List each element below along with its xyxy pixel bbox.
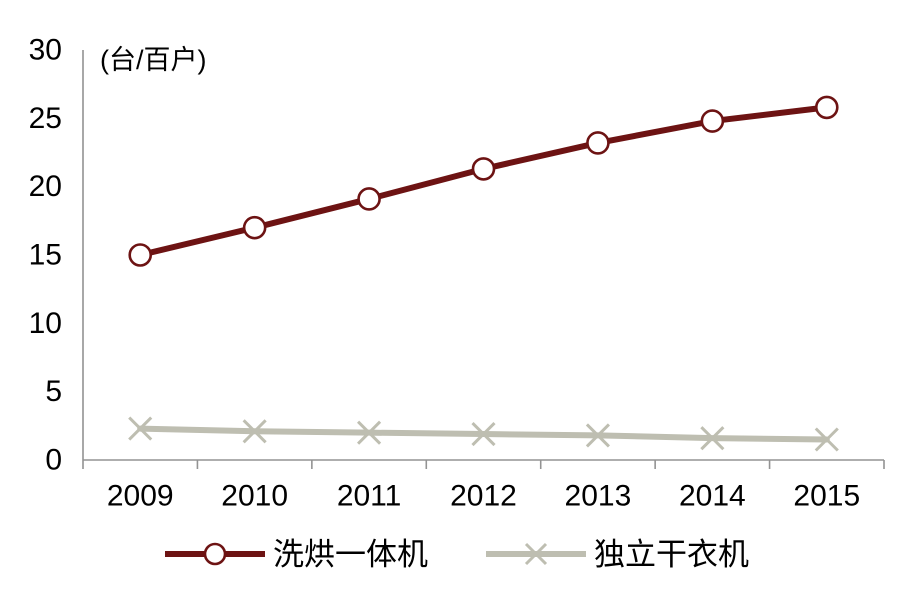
series-0-marker <box>471 157 496 181</box>
series-1-marker <box>700 426 725 451</box>
series-1-marker <box>814 427 839 452</box>
series-0-marker <box>357 187 381 211</box>
series-0-marker <box>242 215 267 240</box>
x-axis-tick-label: 2010 <box>221 480 288 513</box>
y-axis-tick-label: 5 <box>45 375 62 408</box>
y-axis-tick-label: 30 <box>29 34 62 67</box>
x-axis-tick-label: 2011 <box>337 480 402 513</box>
series-1-marker <box>242 419 267 444</box>
series-line-0 <box>137 104 830 258</box>
unit-label: (台/百户) <box>100 45 206 75</box>
line-chart-canvas: 0 5 10 15 20 25 30 2009 2010 2011 2012 2013 2014 2015… <box>29 34 885 513</box>
legend-label-standalone-dryer: 独立干衣机 <box>594 536 749 572</box>
chart-legend: 洗烘一体机 独立干衣机 <box>0 538 914 570</box>
x-axis-tick-label: 2009 <box>107 480 174 513</box>
y-axis-tick-label: 10 <box>29 307 62 340</box>
series-0-marker <box>128 243 153 267</box>
y-axis-tick-label: 0 <box>45 444 62 477</box>
series-1-marker <box>585 423 610 448</box>
legend-item-standalone-dryer: 独立干衣机 <box>486 538 749 570</box>
y-axis-tick-label: 20 <box>29 170 62 203</box>
series-0-marker <box>586 131 610 155</box>
y-axis-tick-label: 15 <box>29 239 62 272</box>
series-0-marker <box>814 95 839 120</box>
series-1-marker <box>471 421 496 447</box>
x-axis-tick-label: 2015 <box>793 480 860 513</box>
washer-dryer-combo-line-swatch <box>165 542 265 566</box>
series-0-marker <box>700 109 725 133</box>
x-axis-tick-label: 2014 <box>679 480 746 513</box>
x-axis-tick-label: 2013 <box>565 480 632 513</box>
series-1-marker <box>128 416 153 441</box>
series-1-marker <box>357 420 382 445</box>
x-axis-tick-label: 2012 <box>450 480 517 513</box>
y-axis-tick-label: 25 <box>29 102 62 135</box>
legend-label-washer-dryer-combo: 洗烘一体机 <box>273 536 428 572</box>
legend-item-washer-dryer-combo: 洗烘一体机 <box>165 538 428 570</box>
standalone-dryer-line-swatch <box>486 542 586 566</box>
